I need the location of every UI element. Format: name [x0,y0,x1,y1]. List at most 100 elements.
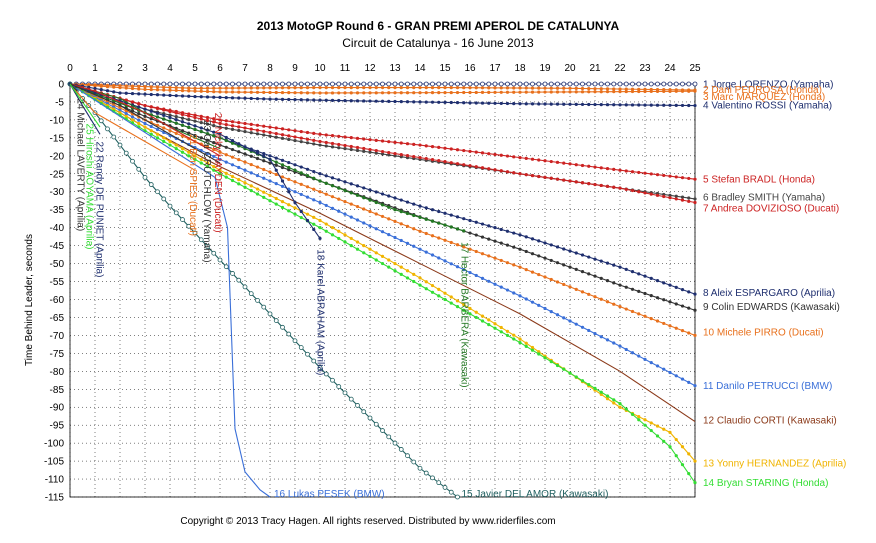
point-marker [193,133,197,138]
point-marker [193,115,197,120]
point-marker [605,87,610,91]
point-marker [480,90,485,95]
point-marker [493,90,497,94]
point-marker [562,263,566,267]
point-marker [374,190,378,194]
point-marker [405,200,410,204]
point-marker [505,90,510,94]
point-marker [337,142,341,147]
point-marker [193,124,197,128]
point-marker [399,222,403,226]
point-marker [505,101,510,106]
point-marker [655,364,660,368]
point-marker [362,99,366,103]
point-marker [118,85,122,90]
point-marker [387,153,391,157]
point-marker [380,192,385,196]
point-marker [418,85,422,90]
point-marker [317,81,323,87]
point-marker [280,133,285,137]
point-marker [280,127,285,131]
point-marker [262,176,266,180]
point-marker [362,244,366,248]
point-marker [499,241,503,245]
point-marker [212,86,216,90]
point-marker [662,103,666,107]
point-marker [393,235,397,240]
point-marker [643,314,647,318]
point-marker [680,377,685,381]
point-marker [612,401,616,405]
point-marker [193,89,197,93]
point-marker [305,137,310,141]
y-tick-label: -115 [45,493,65,504]
point-marker [268,170,272,174]
point-marker [405,211,410,216]
point-marker [261,304,267,310]
point-marker [318,91,322,95]
point-marker [611,81,617,87]
point-marker [199,136,203,140]
x-tick-label: 25 [689,63,701,74]
point-marker [199,121,203,125]
point-marker [155,189,160,195]
point-marker [593,257,597,261]
point-marker [380,99,385,103]
point-marker [474,249,478,254]
point-marker [593,331,597,336]
point-marker [368,91,372,95]
point-marker [274,163,278,167]
point-marker [212,134,216,138]
series-line [69,83,458,498]
point-marker [237,178,241,182]
point-marker [218,168,222,172]
point-marker [330,81,335,87]
point-marker [418,204,422,208]
point-marker [555,363,560,368]
point-marker [693,481,697,485]
point-marker [580,290,585,294]
point-marker [130,115,135,119]
point-marker [430,283,435,288]
point-marker [343,135,347,139]
point-marker [130,91,135,96]
point-marker [299,192,303,197]
point-marker [505,154,510,158]
point-marker [574,180,578,184]
point-marker [649,172,653,176]
point-marker [155,106,160,111]
point-marker [299,215,303,220]
point-marker [543,356,547,360]
point-marker [493,239,497,243]
point-marker [605,167,610,171]
point-marker [430,475,435,481]
point-marker [580,81,585,87]
point-marker [330,134,335,138]
point-marker [543,175,547,179]
point-marker [218,136,222,140]
point-marker [449,295,453,299]
point-marker [574,375,578,379]
point-marker [293,206,297,210]
point-marker [393,154,397,158]
point-marker [242,81,248,87]
point-marker [280,175,285,179]
y-tick-label: -70 [50,331,65,342]
point-marker [137,112,141,116]
point-marker [162,126,166,130]
point-marker [298,81,304,87]
point-marker [137,92,141,96]
point-marker [249,189,253,193]
point-marker [387,150,391,155]
point-marker [324,91,328,95]
point-marker [424,144,428,148]
point-marker [412,91,416,95]
point-marker [643,191,647,195]
point-marker [362,137,366,141]
point-marker [623,81,629,87]
point-marker [249,171,253,175]
point-marker [674,437,678,442]
x-tick-label: 12 [364,63,376,74]
point-marker [530,102,535,106]
point-marker [299,171,303,175]
